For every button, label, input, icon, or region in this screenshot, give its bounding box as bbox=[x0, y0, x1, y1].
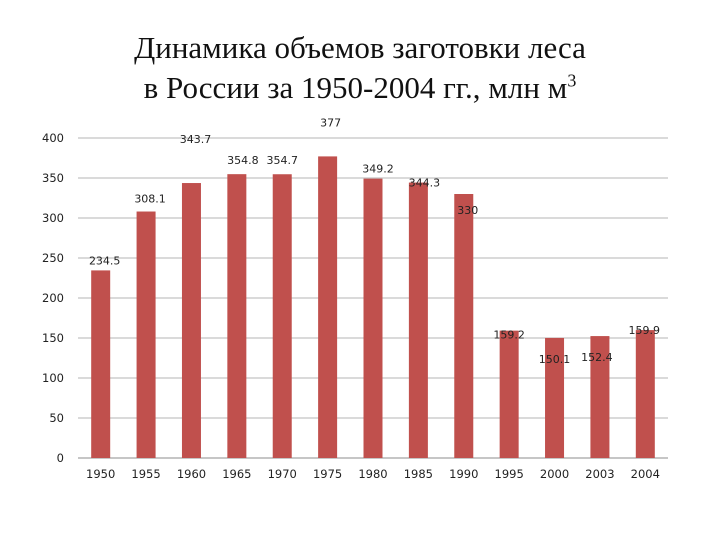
x-tick-label: 1990 bbox=[449, 467, 478, 481]
x-tick-label: 1960 bbox=[177, 467, 206, 481]
bar-1950 bbox=[91, 270, 111, 458]
bar-2004 bbox=[635, 330, 655, 458]
data-label-1955: 308.1 bbox=[134, 193, 166, 206]
y-tick-label: 350 bbox=[42, 171, 64, 185]
bar-1975 bbox=[318, 156, 338, 458]
data-label-1990: 330 bbox=[457, 204, 478, 217]
x-tick-label: 1985 bbox=[404, 467, 433, 481]
x-tick-label: 1995 bbox=[495, 467, 524, 481]
bar-2000 bbox=[545, 337, 565, 458]
bar-1955 bbox=[136, 211, 156, 458]
x-tick-label: 1965 bbox=[222, 467, 251, 481]
data-label-2003: 152.4 bbox=[581, 351, 613, 364]
data-label-2004: 159.9 bbox=[629, 324, 661, 337]
bar-1960 bbox=[181, 183, 201, 459]
x-tick-label: 2004 bbox=[631, 467, 660, 481]
y-tick-label: 250 bbox=[42, 251, 64, 265]
x-tick-label: 1975 bbox=[313, 467, 342, 481]
chart-title-line2-text: в России за 1950-2004 гг., млн м bbox=[143, 70, 568, 105]
x-tick-label: 1950 bbox=[86, 467, 115, 481]
data-label-1985: 344.3 bbox=[409, 177, 441, 190]
chart-title-superscript: 3 bbox=[567, 70, 577, 91]
bar-1990 bbox=[454, 194, 474, 458]
y-tick-label: 100 bbox=[42, 371, 64, 385]
x-tick-label: 1955 bbox=[131, 467, 160, 481]
bar-2003 bbox=[590, 336, 610, 458]
x-tick-label: 2003 bbox=[585, 467, 614, 481]
y-tick-label: 300 bbox=[42, 211, 64, 225]
x-tick-label: 2000 bbox=[540, 467, 569, 481]
bar-1985 bbox=[408, 182, 428, 458]
chart-title-line2: в России за 1950-2004 гг., млн м3 bbox=[0, 68, 720, 108]
data-label-2000: 150.1 bbox=[539, 353, 571, 366]
data-label-1950: 234.5 bbox=[89, 254, 121, 267]
data-label-1980: 349.2 bbox=[362, 163, 394, 176]
data-label-1965: 354.8 bbox=[227, 154, 259, 167]
y-tick-label: 200 bbox=[42, 291, 64, 305]
bar-1965 bbox=[227, 174, 247, 458]
y-tick-label: 0 bbox=[57, 451, 64, 465]
bar-1970 bbox=[272, 174, 292, 459]
data-label-1960: 343.7 bbox=[180, 133, 212, 146]
data-label-1995: 159.2 bbox=[493, 329, 525, 342]
x-tick-label: 1980 bbox=[358, 467, 387, 481]
y-tick-label: 50 bbox=[49, 411, 64, 425]
chart-title: Динамика объемов заготовки леса в России… bbox=[0, 28, 720, 108]
y-tick-label: 400 bbox=[42, 131, 64, 145]
bar-1980 bbox=[363, 178, 383, 458]
y-tick-label: 150 bbox=[42, 331, 64, 345]
data-label-1975: 377 bbox=[320, 116, 341, 129]
data-label-1970: 354.7 bbox=[266, 154, 298, 167]
x-tick-label: 1970 bbox=[268, 467, 297, 481]
chart-title-line1: Динамика объемов заготовки леса bbox=[134, 30, 586, 65]
bar-1995 bbox=[499, 330, 519, 458]
